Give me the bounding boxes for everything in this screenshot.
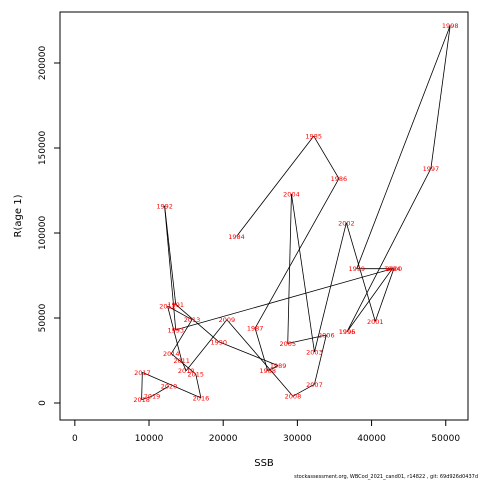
point-label-2000: 2000 (386, 265, 403, 273)
segment-2015-2016 (195, 374, 202, 398)
y-tick-label: 0 (38, 400, 48, 406)
segment-1998-1999 (356, 25, 451, 269)
segment-2003-2004 (291, 193, 315, 353)
point-label-2001: 2001 (367, 318, 384, 326)
point-label-2013: 2013 (184, 316, 201, 324)
point-label-2010: 2010 (178, 367, 195, 375)
segment-2016-2017 (142, 372, 202, 399)
plot-frame (59, 11, 469, 421)
point-label-2002: 2002 (338, 219, 355, 227)
y-axis: 0 50000 100000 150000 200000 (38, 46, 60, 406)
segment-2012-2013 (167, 305, 193, 321)
segment-1996-1997 (346, 168, 432, 332)
point-label-1987: 1987 (247, 325, 264, 333)
point-label-2017: 2017 (134, 369, 151, 377)
segment-1985-1986 (313, 135, 340, 179)
segment-2018-2019 (141, 395, 153, 400)
x-axis-title: SSB (254, 458, 274, 469)
point-label-2015: 2015 (187, 371, 204, 379)
x-axis: 0 10000 20000 30000 40000 50000 (72, 420, 460, 444)
point-label-2005: 2005 (279, 340, 296, 348)
segment-2007-2008 (292, 383, 315, 397)
point-label-2004: 2004 (283, 190, 300, 198)
segment-1984-1985 (236, 135, 315, 237)
y-axis-title: R(age 1) (13, 194, 24, 237)
segment-1987-1988 (254, 328, 269, 371)
segment-1994-1995 (346, 268, 393, 332)
point-label-1992: 1992 (156, 202, 173, 210)
segment-2013-2014 (170, 319, 193, 354)
segment-2005-2006 (287, 334, 327, 344)
point-label-1989: 1989 (270, 362, 287, 370)
point-label-1997: 1997 (423, 165, 440, 173)
segment-1988-1989 (267, 365, 279, 372)
point-label-1988: 1988 (259, 367, 276, 375)
segment-2011-2012 (167, 305, 183, 361)
point-label-2020: 2020 (161, 383, 178, 391)
segment-1993-1994 (175, 268, 393, 331)
segment-1997-1998 (430, 25, 451, 169)
y-tick-label: 50000 (38, 303, 48, 332)
x-tick-label: 40000 (357, 434, 386, 444)
point-label-1993: 1993 (167, 326, 184, 334)
point-label-1995: 1995 (339, 328, 356, 336)
point-label-1985: 1985 (305, 133, 322, 141)
segment-2017-2018 (141, 372, 143, 400)
point-label-2008: 2008 (285, 393, 302, 401)
point-label-2006: 2006 (318, 332, 335, 340)
x-tick-label: 0 (72, 434, 78, 444)
segment-1989-1990 (218, 341, 279, 366)
segment-1990-1991 (175, 304, 220, 343)
point-label-1986: 1986 (331, 175, 348, 183)
point-label-1994: 1994 (384, 265, 401, 273)
x-tick-label: 30000 (283, 434, 312, 444)
point-label-2011: 2011 (173, 357, 190, 365)
segment-2010-2011 (181, 360, 187, 371)
point-label-1984: 1984 (228, 233, 245, 241)
segment-2009-2010 (185, 319, 228, 371)
x-tick-label: 10000 (135, 434, 164, 444)
point-label-2016: 2016 (193, 394, 210, 402)
segment-2004-2005 (287, 193, 292, 344)
x-tick-label: 20000 (209, 434, 238, 444)
segment-2002-2003 (314, 222, 347, 353)
point-label-2012: 2012 (159, 303, 176, 311)
y-tick-label: 150000 (38, 131, 48, 166)
point-label-2007: 2007 (306, 381, 323, 389)
point-label-2009: 2009 (219, 316, 236, 324)
point-label-2018: 2018 (133, 396, 150, 404)
point-label-2019: 2019 (144, 393, 161, 401)
point-label-1999: 1999 (348, 265, 365, 273)
footer-text: stockassessment.org, WBCod_2021_cand01, … (294, 474, 478, 480)
point-label-1996: 1996 (339, 328, 356, 336)
point-label-1990: 1990 (210, 338, 227, 346)
point-label-2003: 2003 (306, 349, 323, 357)
segment-2001-2002 (345, 222, 376, 322)
point-label-1998: 1998 (442, 22, 459, 30)
trajectory-lines (141, 25, 451, 400)
segment-1986-1987 (254, 178, 340, 329)
x-tick-label: 50000 (431, 434, 460, 444)
segment-1992-1993 (164, 205, 177, 330)
y-tick-label: 200000 (38, 46, 48, 81)
segment-2014-2015 (171, 353, 197, 375)
point-label-2014: 2014 (163, 350, 180, 358)
point-label-1991: 1991 (167, 301, 184, 309)
segment-2008-2009 (226, 319, 294, 397)
segment-2019-2020 (151, 385, 170, 397)
y-tick-label: 100000 (38, 216, 48, 251)
segment-2006-2007 (314, 334, 327, 385)
segment-2000-2001 (374, 268, 395, 322)
